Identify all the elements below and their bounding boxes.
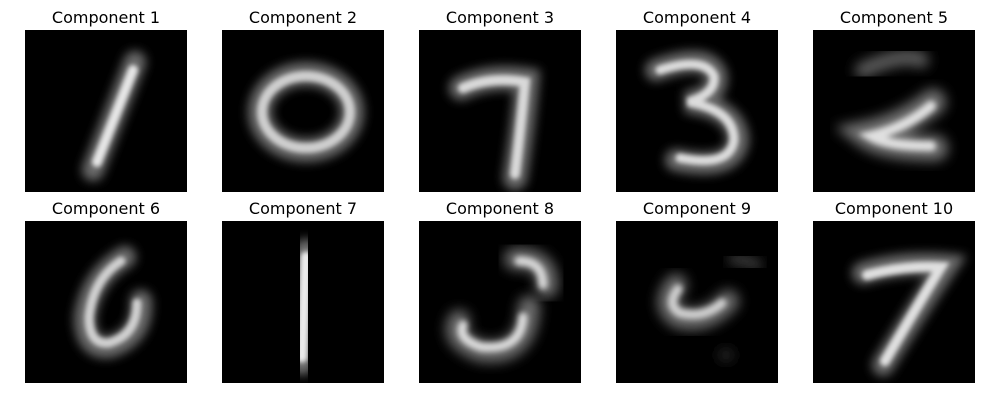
panel-title: Component 3: [445, 8, 555, 27]
component-image: [25, 221, 187, 383]
component-image: [419, 30, 581, 192]
component-image: [616, 221, 778, 383]
panel-title: Component 6: [51, 199, 161, 218]
component-image: [222, 221, 384, 383]
component-image: [813, 30, 975, 192]
panel-title: Component 9: [642, 199, 752, 218]
panel-title: Component 7: [248, 199, 358, 218]
panel-title: Component 4: [642, 8, 752, 27]
panel-title: Component 2: [248, 8, 358, 27]
component-image: [616, 30, 778, 192]
panel-title: Component 8: [445, 199, 555, 218]
component-image: [25, 30, 187, 192]
panel-title: Component 1: [51, 8, 161, 27]
component-image: [419, 221, 581, 383]
panel-title: Component 10: [834, 199, 954, 218]
component-image: [222, 30, 384, 192]
component-image: [813, 221, 975, 383]
panel-title: Component 5: [839, 8, 949, 27]
